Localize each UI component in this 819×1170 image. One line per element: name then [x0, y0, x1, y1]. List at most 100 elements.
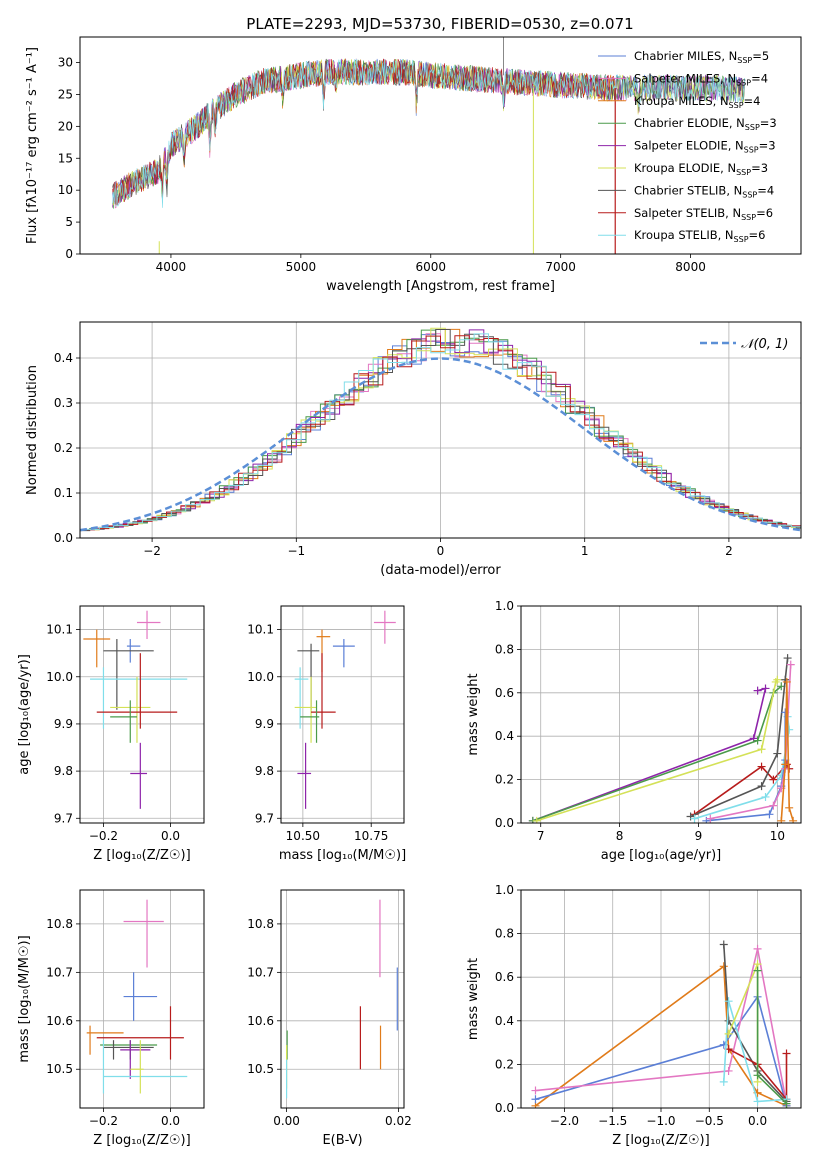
axes-frame [520, 605, 802, 824]
y-axis-label: mass [log₁₀(M/M☉)] [17, 935, 32, 1062]
histogram-series-line [84, 327, 801, 531]
weight-point-marker [719, 940, 728, 949]
weight-vs-Z-panel: −2.0 −1.5 −1.0 −0.5 0.0 0.0 0.2 0.4 0.6 0.8 1.0 Z [… [466, 883, 802, 1148]
y-tick-label: 10.1 [46, 623, 73, 637]
weight-series-line [532, 687, 767, 822]
weight-point-marker [724, 1029, 733, 1038]
x-tick-label: 10 [770, 829, 785, 843]
spectrum-series-line [112, 59, 745, 208]
x-tick-label: −0.5 [695, 1114, 724, 1128]
y-tick-label: 30 [58, 56, 73, 70]
legend-label: Kroupa MILES, NSSP=4 [634, 94, 760, 110]
x-tick-label: 10.50 [286, 829, 320, 843]
y-tick-label: 0 [65, 247, 73, 261]
x-tick-label: 10.75 [354, 829, 388, 843]
y-tick-label: 0.8 [495, 927, 514, 941]
legend-label-sub: SSP [742, 190, 757, 199]
y-tick-label: 5 [65, 215, 73, 229]
y-tick-label: 10.8 [247, 917, 274, 931]
legend-label: Chabrier ELODIE, NSSP=3 [634, 116, 777, 132]
plot-area [528, 654, 798, 823]
mass-vs-ebv-panel: 0.00 0.02 10.5 10.6 10.7 10.8 E(B-V) [247, 889, 412, 1148]
weight-point-marker [781, 760, 790, 769]
legend-label-sub: SSP [744, 146, 759, 155]
legend-label-tail: =3 [759, 139, 776, 153]
y-tick-label: 9.9 [255, 717, 274, 731]
legend-label: Salpeter MILES, NSSP=4 [634, 71, 768, 87]
age-vs-mass-panel: 10.50 10.75 9.7 9.8 9.9 10.0 10.1 mass [log₁₀(M… [247, 605, 406, 863]
x-tick-label: 4000 [156, 260, 187, 274]
x-tick-label: 0 [437, 544, 445, 558]
weight-series-line [536, 679, 778, 822]
legend-label-tail: =4 [751, 71, 768, 85]
y-tick-label: 9.7 [255, 811, 274, 825]
gaussian-legend-label: 𝒩(0, 1) [741, 337, 788, 352]
x-tick-label: −0.2 [89, 829, 118, 843]
histogram-series-line [80, 335, 801, 531]
legend-label-main: Kroupa MILES, N [634, 94, 729, 108]
weight-series-line [723, 944, 788, 1103]
x-tick-label: 5000 [286, 260, 317, 274]
legend-label-tail: =3 [751, 161, 768, 175]
residual-panel: 𝒩(0, 1) −2 −1 0 1 2 0.0 0.1 0.2 0.3 0.4 (data-model… [25, 321, 802, 578]
plot-area [531, 940, 791, 1108]
weight-point-marker [719, 962, 728, 971]
weight-vs-age-panel: 7 8 9 10 0.0 0.2 0.4 0.6 0.8 1.0 age [log₁₀(age/yr… [466, 599, 802, 863]
legend-label-sub: SSP [734, 235, 749, 244]
legend-label-main: Kroupa ELODIE, N [634, 161, 736, 175]
y-axis-label: Flux [fλ10⁻¹⁷ erg cm⁻² s⁻¹ A⁻¹] [25, 47, 40, 244]
x-axis-label: Z [log₁₀(Z/Z☉)] [93, 1133, 190, 1148]
weight-point-marker [753, 966, 762, 975]
x-tick-label: −1.5 [598, 1114, 627, 1128]
weight-point-marker [531, 1095, 540, 1104]
legend-label-main: Chabrier STELIB, N [634, 183, 742, 197]
y-tick-label: 0.2 [495, 773, 514, 787]
y-tick-label: 1.0 [495, 599, 514, 613]
legend-label-main: Salpeter ELODIE, N [634, 139, 744, 153]
y-tick-label: 0.4 [54, 351, 73, 365]
y-tick-label: 10.7 [247, 965, 274, 979]
axes-frame [79, 36, 802, 255]
weight-point-marker [531, 1086, 540, 1095]
y-tick-label: 0.4 [495, 729, 514, 743]
y-tick-label: 0.8 [495, 642, 514, 656]
weight-point-marker [761, 792, 770, 801]
legend-label-sub: SSP [737, 56, 752, 65]
y-tick-label: 0.3 [54, 396, 73, 410]
y-tick-label: 0.1 [54, 486, 73, 500]
weight-point-marker [782, 1049, 791, 1058]
x-axis-label: Z [log₁₀(Z/Z☉)] [612, 1133, 709, 1148]
y-tick-label: 10.5 [247, 1062, 274, 1076]
x-tick-label: 0.00 [273, 1114, 300, 1128]
x-tick-label: 7 [537, 829, 545, 843]
plot-area [80, 327, 801, 532]
y-tick-label: 10.5 [46, 1062, 73, 1076]
y-tick-label: 10.0 [46, 670, 73, 684]
legend-label: Kroupa ELODIE, NSSP=3 [634, 161, 768, 177]
y-axis-label: mass weight [466, 958, 481, 1040]
legend-label-sub: SSP [745, 123, 760, 132]
weight-point-marker [757, 762, 766, 771]
legend-label-sub: SSP [741, 213, 756, 222]
x-tick-label: 2 [725, 544, 733, 558]
weight-point-marker [757, 745, 766, 754]
plot-area [86, 899, 188, 1094]
y-tick-label: 10.0 [247, 670, 274, 684]
legend-label-main: Salpeter STELIB, N [634, 206, 741, 220]
legend-label: Chabrier STELIB, NSSP=4 [634, 183, 774, 199]
y-tick-label: 0.0 [495, 816, 514, 830]
figure-title: PLATE=2293, MJD=53730, FIBERID=0530, z=0… [246, 15, 633, 33]
weight-point-marker [783, 654, 792, 663]
y-tick-label: 20 [58, 119, 73, 133]
x-tick-label: 0.0 [748, 1114, 767, 1128]
histogram-series-line [84, 333, 801, 530]
x-tick-label: −1 [287, 544, 305, 558]
legend-label-sub: SSP [729, 101, 744, 110]
legend-label: Kroupa STELIB, NSSP=6 [634, 228, 765, 244]
weight-point-marker [786, 660, 795, 669]
weight-point-marker [769, 775, 778, 784]
x-tick-label: 8 [616, 829, 624, 843]
